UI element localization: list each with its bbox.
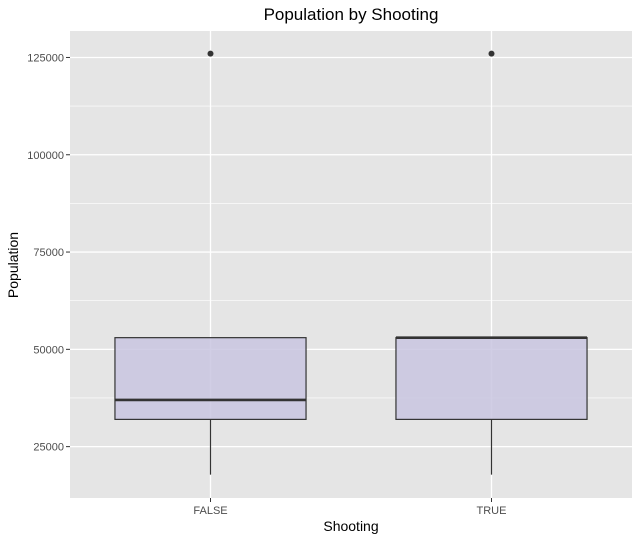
x-tick-label: TRUE [477,505,507,517]
plot-panel [70,31,632,498]
chart-title: Population by Shooting [264,5,439,24]
x-tick-label: FALSE [193,505,227,517]
boxes [114,50,588,475]
box-true [395,50,588,475]
y-tick-label: 50000 [33,344,64,356]
x-axis-title: Shooting [323,518,378,534]
x-axis: FALSE TRUE [193,498,506,517]
y-tick-label: 25000 [33,442,64,454]
outlier-point [207,50,214,57]
outlier-point [488,50,495,57]
box-false [114,50,307,475]
y-tick-label: 125000 [27,52,64,64]
y-tick-label: 75000 [33,247,64,259]
box-rect [395,337,588,420]
y-axis-title: Population [5,232,21,298]
y-tick-label: 100000 [27,150,64,162]
y-axis: 25000 50000 75000 100000 125000 [27,52,70,454]
box-rect [114,337,307,420]
